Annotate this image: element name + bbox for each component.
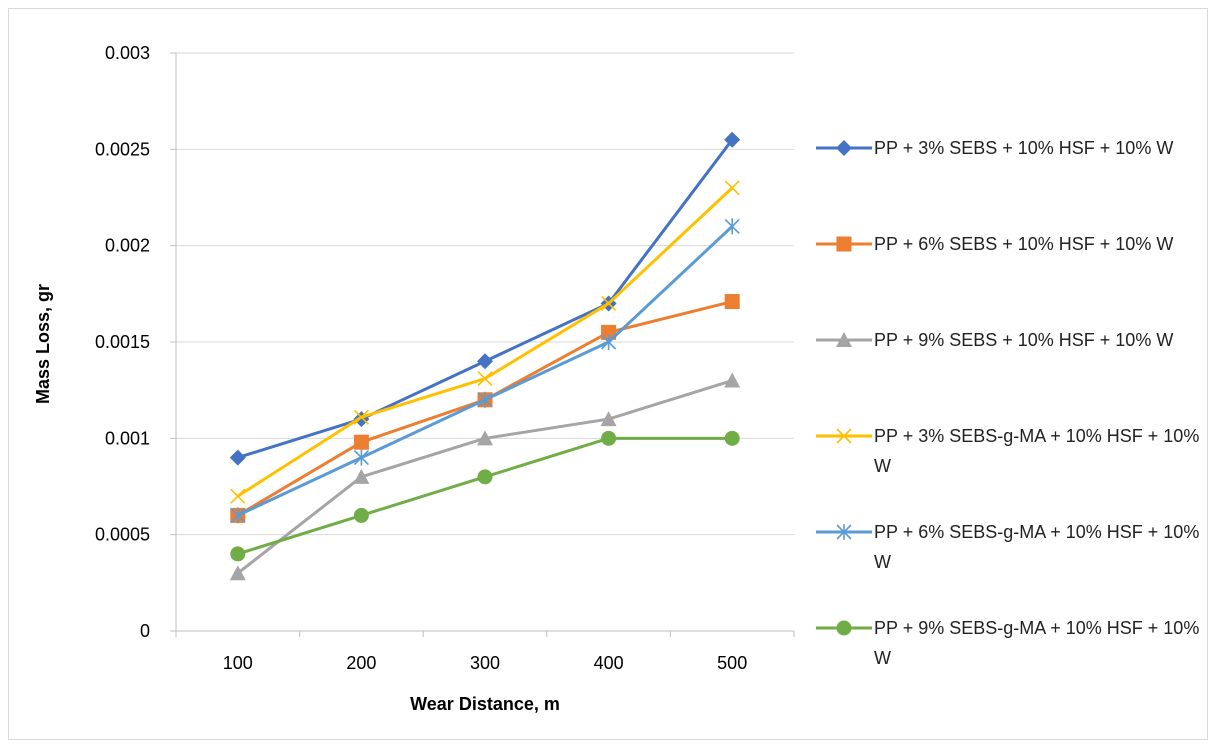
data-point [477,469,493,485]
series-lines [229,131,741,581]
legend-swatch [816,332,872,347]
x-tick-label: 400 [594,653,624,673]
legend-label: PP + 9% SEBS + 10% HSF + 10% W [874,330,1174,350]
legend-swatch [816,524,872,540]
data-point [230,507,246,524]
data-point [601,295,617,312]
series-6 [230,430,740,562]
series-3 [229,372,741,581]
data-point [353,468,370,484]
data-point [230,546,246,562]
x-tick-label: 200 [346,653,376,673]
y-axis-label: Mass Loss, gr [33,284,53,404]
legend-item: PP + 3% SEBS-g-MA + 10% HSF + 10% W [814,417,1214,513]
data-point [600,411,617,427]
series-4 [230,180,740,504]
y-tick-label: 0.003 [105,43,150,63]
data-point [601,430,617,446]
series-line [237,138,734,460]
x-axis-label: Wear Distance, m [410,694,560,714]
data-point [724,180,740,196]
legend-label: PP + 6% SEBS-g-MA + 10% HSF + 10% W [874,522,1200,572]
data-point [601,334,617,350]
data-point [477,371,493,387]
data-point [229,565,246,581]
x-tick-label: 100 [223,653,253,673]
chart-frame: 0 0.0005 0.001 0.0015 0.002 0.0025 0.003 100 200… [8,8,1208,740]
y-tick-label: 0.001 [105,428,150,448]
series-line [237,436,733,556]
legend-item: PP + 3% SEBS + 10% HSF + 10% W [814,129,1214,225]
data-point [724,131,741,148]
axes: 0 0.0005 0.001 0.0015 0.002 0.0025 0.003 100 200… [95,43,795,673]
legend: PP + 3% SEBS + 10% HSF + 10% W PP + 6% SE… [814,129,1214,705]
legend-item: PP + 9% SEBS + 10% HSF + 10% W [814,321,1214,417]
data-point [724,294,740,310]
y-tick-label: 0.0025 [95,139,150,159]
data-point [353,507,369,523]
data-point [724,372,741,388]
x-tick-label: 300 [470,653,500,673]
x-tick-label: 500 [717,653,747,673]
legend-swatch [816,428,872,444]
data-point [353,409,369,425]
legend-item: PP + 6% SEBS-g-MA + 10% HSF + 10% W [814,513,1214,609]
legend-label: PP + 3% SEBS-g-MA + 10% HSF + 10% W [874,426,1200,476]
legend-swatch [816,620,872,636]
legend-label: PP + 6% SEBS + 10% HSF + 10% W [874,234,1174,254]
data-point [353,449,369,466]
legend-label: PP + 9% SEBS-g-MA + 10% HSF + 10% W [874,618,1200,668]
data-point [724,218,740,235]
y-tick-label: 0 [140,621,150,641]
data-point [601,324,617,340]
y-tick-label: 0.002 [105,236,150,256]
legend-item: PP + 6% SEBS + 10% HSF + 10% W [814,225,1214,321]
y-tick-label: 0.0005 [95,525,150,545]
y-tick-label: 0.0015 [95,332,150,352]
legend-label: PP + 3% SEBS + 10% HSF + 10% W [874,138,1174,158]
data-point [724,430,740,446]
series-2 [230,294,740,523]
data-point [477,391,493,408]
data-point [353,434,369,450]
data-point [477,353,493,370]
legend-swatch [816,236,872,252]
legend-swatch [816,140,872,156]
data-point [230,488,246,504]
gridlines [176,52,794,536]
series-1 [229,131,741,466]
data-point [477,430,493,446]
line-chart: 0 0.0005 0.001 0.0015 0.002 0.0025 0.003 100 200… [33,43,795,714]
series-5 [230,218,740,524]
legend-item: PP + 9% SEBS-g-MA + 10% HSF + 10% W [814,609,1214,705]
data-point [229,449,246,466]
